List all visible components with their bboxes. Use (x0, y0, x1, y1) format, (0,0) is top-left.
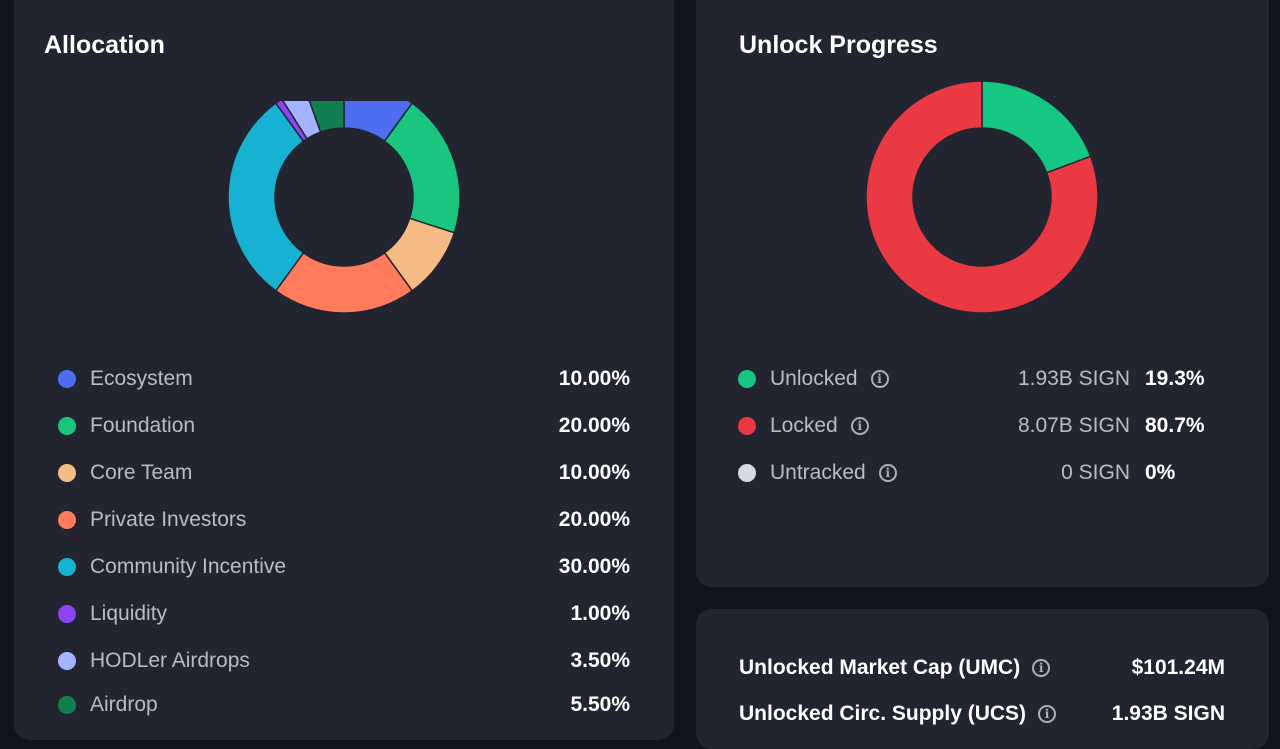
locked-color-dot (738, 417, 756, 435)
allocation-legend-value: 20.00% (558, 414, 630, 437)
market-value: 1.93B SIGN (1111, 702, 1225, 725)
unlock-slice-locked[interactable] (865, 81, 1099, 314)
info-icon[interactable]: i (1038, 705, 1057, 723)
unlock-progress-donut-chart (865, 81, 1099, 314)
airdrop-color-dot (58, 696, 76, 714)
allocation-legend-label: Foundation (90, 414, 196, 437)
unlock-percentage: 19.3% (1145, 367, 1205, 390)
allocation-legend-item-community-incentive: Community Incentive 30.00% (58, 552, 630, 582)
allocation-legend-label: Private Investors (90, 508, 247, 531)
unlock-amount: 0 SIGN (1061, 461, 1130, 484)
allocation-legend-item-liquidity: Liquidity 1.00% (58, 599, 630, 629)
info-icon[interactable]: i (878, 464, 897, 482)
ecosystem-color-dot (58, 370, 76, 388)
unlocked-color-dot (738, 370, 756, 388)
allocation-slice-community-incentive[interactable] (227, 102, 305, 292)
unlock-legend-label: Untracked (770, 461, 866, 484)
allocation-donut-chart (227, 101, 461, 314)
allocation-legend-label: Ecosystem (90, 367, 193, 390)
unlock-percentage: 0% (1145, 461, 1176, 484)
allocation-legend-label: Liquidity (90, 602, 168, 625)
info-icon[interactable]: i (1032, 659, 1051, 677)
market-row-ucs: Unlocked Circ. Supply (UCS) i 1.93B SIGN (739, 699, 1225, 729)
unlock-legend-label: Locked (770, 414, 838, 437)
allocation-legend-value: 1.00% (570, 602, 630, 625)
allocation-legend-item-foundation: Foundation 20.00% (58, 411, 630, 441)
unlock-amount: 1.93B SIGN (1017, 367, 1130, 390)
core-team-color-dot (58, 464, 76, 482)
info-icon[interactable]: i (870, 370, 889, 388)
private-investors-color-dot (58, 511, 76, 529)
allocation-legend-item-ecosystem: Ecosystem 10.00% (58, 364, 630, 394)
allocation-legend-label: HODLer Airdrops (90, 649, 250, 672)
unlock-legend-item-locked: Locked i 8.07B SIGN 80.7% (738, 411, 1238, 441)
allocation-title: Allocation (44, 31, 165, 59)
market-label: Unlocked Market Cap (UMC) (739, 656, 1021, 679)
hodler-airdrops-color-dot (58, 652, 76, 670)
allocation-legend-value: 3.50% (570, 649, 630, 672)
unlock-amount: 8.07B SIGN (1017, 414, 1130, 437)
allocation-legend-item-airdrop: Airdrop 5.50% (58, 690, 630, 720)
community-incentive-color-dot (58, 558, 76, 576)
liquidity-color-dot (58, 605, 76, 623)
allocation-legend-value: 30.00% (558, 555, 630, 578)
unlock-legend-item-untracked: Untracked i 0 SIGN 0% (738, 458, 1238, 488)
allocation-legend-value: 5.50% (570, 693, 630, 716)
market-label: Unlocked Circ. Supply (UCS) (739, 702, 1027, 725)
market-value: $101.24M (1131, 656, 1225, 679)
untracked-color-dot (738, 464, 756, 482)
foundation-color-dot (58, 417, 76, 435)
allocation-legend-value: 10.00% (558, 367, 630, 390)
unlock-progress-title: Unlock Progress (739, 31, 938, 59)
allocation-legend-item-private-investors: Private Investors 20.00% (58, 505, 630, 535)
allocation-legend-value: 20.00% (558, 508, 630, 531)
allocation-legend-label: Core Team (90, 461, 193, 484)
unlock-legend-item-unlocked: Unlocked i 1.93B SIGN 19.3% (738, 364, 1238, 394)
allocation-legend-item-core-team: Core Team 10.00% (58, 458, 630, 488)
allocation-slice-airdrop[interactable] (305, 101, 345, 134)
market-row-umc: Unlocked Market Cap (UMC) i $101.24M (739, 653, 1225, 683)
unlock-percentage: 80.7% (1145, 414, 1205, 437)
unlock-legend-label: Unlocked (770, 367, 858, 390)
allocation-legend-value: 10.00% (558, 461, 630, 484)
allocation-legend-label: Airdrop (90, 693, 158, 716)
allocation-legend-item-hodler-airdrops: HODLer Airdrops 3.50% (58, 646, 630, 676)
unlock-slice-unlocked[interactable] (981, 81, 1092, 174)
allocation-legend-label: Community Incentive (90, 555, 287, 578)
info-icon[interactable]: i (850, 417, 869, 435)
